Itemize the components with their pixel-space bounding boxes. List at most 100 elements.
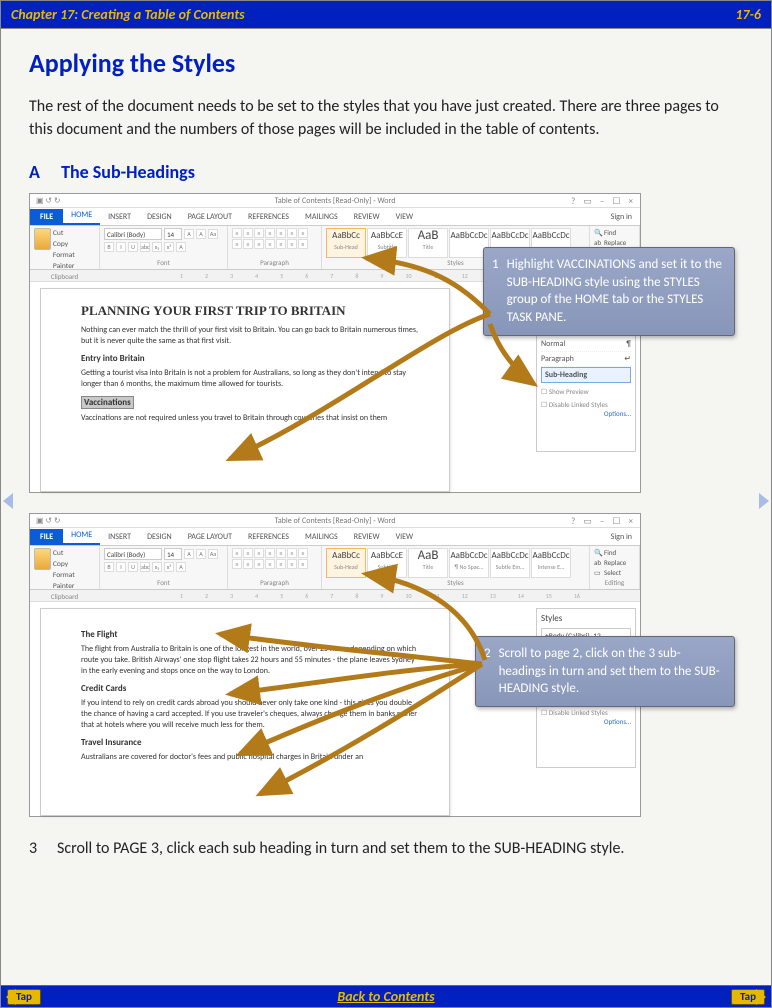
tap-prev-button[interactable]: Tap: [7, 989, 41, 1005]
font-fmt-btn[interactable]: x²: [164, 562, 174, 572]
font-fmt-btn[interactable]: A: [176, 562, 186, 572]
copy-btn[interactable]: Copy: [53, 559, 95, 570]
tab-view[interactable]: VIEW: [388, 209, 422, 225]
para-btn[interactable]: ≡: [298, 228, 308, 238]
style-box[interactable]: AaBbCcESubtitle: [367, 548, 407, 578]
font-name-box[interactable]: Calibri (Body): [104, 228, 162, 240]
show-preview-cb[interactable]: ☐ Show Preview: [541, 383, 631, 396]
style-box[interactable]: AaBbCcDcIntense E…: [531, 548, 571, 578]
font-fmt-btn[interactable]: B: [104, 242, 114, 252]
style-pane-item[interactable]: Normal¶: [541, 337, 631, 352]
para-btn[interactable]: ≡: [243, 228, 253, 238]
style-box[interactable]: AaBbCcDc¶ No Spac…: [449, 548, 489, 578]
tab-home[interactable]: HOME: [63, 527, 100, 545]
format-painter-btn[interactable]: Format Painter: [53, 570, 95, 592]
shrink-font[interactable]: A: [196, 229, 206, 239]
font-fmt-btn[interactable]: I: [116, 242, 126, 252]
change-case[interactable]: Aa: [208, 549, 218, 559]
para-btn[interactable]: ≡: [254, 548, 264, 558]
para-btn[interactable]: ≡: [243, 559, 253, 569]
tab-view[interactable]: VIEW: [388, 529, 422, 545]
font-size-box[interactable]: 14: [164, 548, 182, 560]
para-btn[interactable]: ≡: [254, 239, 264, 249]
grow-font[interactable]: A: [184, 549, 194, 559]
style-box[interactable]: AaBbCcSub-Head: [326, 548, 366, 578]
find-btn[interactable]: 🔍Find: [594, 228, 635, 238]
para-btn[interactable]: ≡: [254, 559, 264, 569]
copy-btn[interactable]: Copy: [53, 239, 95, 250]
sign-in[interactable]: Sign in: [603, 529, 640, 545]
style-pane-item[interactable]: Paragraph↵: [541, 352, 631, 367]
para-btn[interactable]: ≡: [265, 228, 275, 238]
style-box[interactable]: AaBbCcESubtitle: [367, 228, 407, 258]
para-btn[interactable]: ≡: [232, 239, 242, 249]
font-size-box[interactable]: 14: [164, 228, 182, 240]
font-fmt-btn[interactable]: x₂: [152, 562, 162, 572]
font-fmt-btn[interactable]: B: [104, 562, 114, 572]
para-btn[interactable]: ≡: [276, 559, 286, 569]
para-btn[interactable]: ≡: [265, 548, 275, 558]
para-btn[interactable]: ≡: [254, 228, 264, 238]
paste-icon[interactable]: [34, 228, 51, 250]
tab-file[interactable]: FILE: [30, 209, 63, 225]
replace-btn[interactable]: abReplace: [594, 558, 635, 568]
tab-design[interactable]: DESIGN: [139, 529, 180, 545]
para-btn[interactable]: ≡: [298, 548, 308, 558]
find-btn[interactable]: 🔍Find: [594, 548, 635, 558]
font-fmt-btn[interactable]: U: [128, 242, 138, 252]
para-btn[interactable]: ≡: [287, 239, 297, 249]
next-page-arrow[interactable]: [759, 493, 769, 509]
style-box[interactable]: AaBTitle: [408, 548, 448, 578]
font-fmt-btn[interactable]: A: [176, 242, 186, 252]
para-btn[interactable]: ≡: [298, 239, 308, 249]
tab-home[interactable]: HOME: [63, 207, 100, 225]
font-fmt-btn[interactable]: x₂: [152, 242, 162, 252]
tab-insert[interactable]: INSERT: [100, 529, 139, 545]
back-to-contents-link[interactable]: Back to Contents: [337, 988, 434, 1005]
tap-next-button[interactable]: Tap: [731, 989, 765, 1005]
shrink-font[interactable]: A: [196, 549, 206, 559]
tab-design[interactable]: DESIGN: [139, 209, 180, 225]
font-name-box[interactable]: Calibri (Body): [104, 548, 162, 560]
tab-file[interactable]: FILE: [30, 529, 63, 545]
window-controls[interactable]: ? ▭ – ☐ ×: [571, 516, 636, 527]
cut-btn[interactable]: Cut: [53, 548, 95, 559]
change-case[interactable]: Aa: [208, 229, 218, 239]
para-btn[interactable]: ≡: [232, 559, 242, 569]
paste-icon[interactable]: [34, 548, 51, 570]
style-box[interactable]: AaBbCcSub-Head: [326, 228, 366, 258]
para-btn[interactable]: ≡: [243, 239, 253, 249]
style-box[interactable]: AaBbCcDcSubtle Em…: [490, 548, 530, 578]
tab-page-layout[interactable]: PAGE LAYOUT: [180, 529, 240, 545]
options-link[interactable]: Options…: [541, 717, 631, 726]
select-btn[interactable]: ▭Select: [594, 568, 635, 578]
para-btn[interactable]: ≡: [276, 548, 286, 558]
para-btn[interactable]: ≡: [232, 228, 242, 238]
font-fmt-btn[interactable]: x²: [164, 242, 174, 252]
cut-btn[interactable]: Cut: [53, 228, 95, 239]
format-painter-btn[interactable]: Format Painter: [53, 250, 95, 272]
tab-review[interactable]: REVIEW: [346, 529, 388, 545]
window-controls[interactable]: ? ▭ – ☐ ×: [571, 196, 636, 207]
font-fmt-btn[interactable]: I: [116, 562, 126, 572]
sign-in[interactable]: Sign in: [603, 209, 640, 225]
para-btn[interactable]: ≡: [276, 228, 286, 238]
para-btn[interactable]: ≡: [265, 239, 275, 249]
para-btn[interactable]: ≡: [265, 559, 275, 569]
font-fmt-btn[interactable]: U: [128, 562, 138, 572]
font-fmt-btn[interactable]: abc: [140, 242, 150, 252]
style-box[interactable]: AaBTitle: [408, 228, 448, 258]
tab-insert[interactable]: INSERT: [100, 209, 139, 225]
style-pane-item[interactable]: Sub-Heading: [541, 367, 631, 383]
font-fmt-btn[interactable]: abc: [140, 562, 150, 572]
para-btn[interactable]: ≡: [287, 548, 297, 558]
tab-references[interactable]: REFERENCES: [240, 529, 297, 545]
tab-page-layout[interactable]: PAGE LAYOUT: [180, 209, 240, 225]
options-link[interactable]: Options…: [541, 409, 631, 418]
para-btn[interactable]: ≡: [243, 548, 253, 558]
disable-linked-cb[interactable]: ☐ Disable Linked Styles: [541, 396, 631, 409]
para-btn[interactable]: ≡: [298, 559, 308, 569]
para-btn[interactable]: ≡: [232, 548, 242, 558]
para-btn[interactable]: ≡: [287, 228, 297, 238]
para-btn[interactable]: ≡: [276, 239, 286, 249]
